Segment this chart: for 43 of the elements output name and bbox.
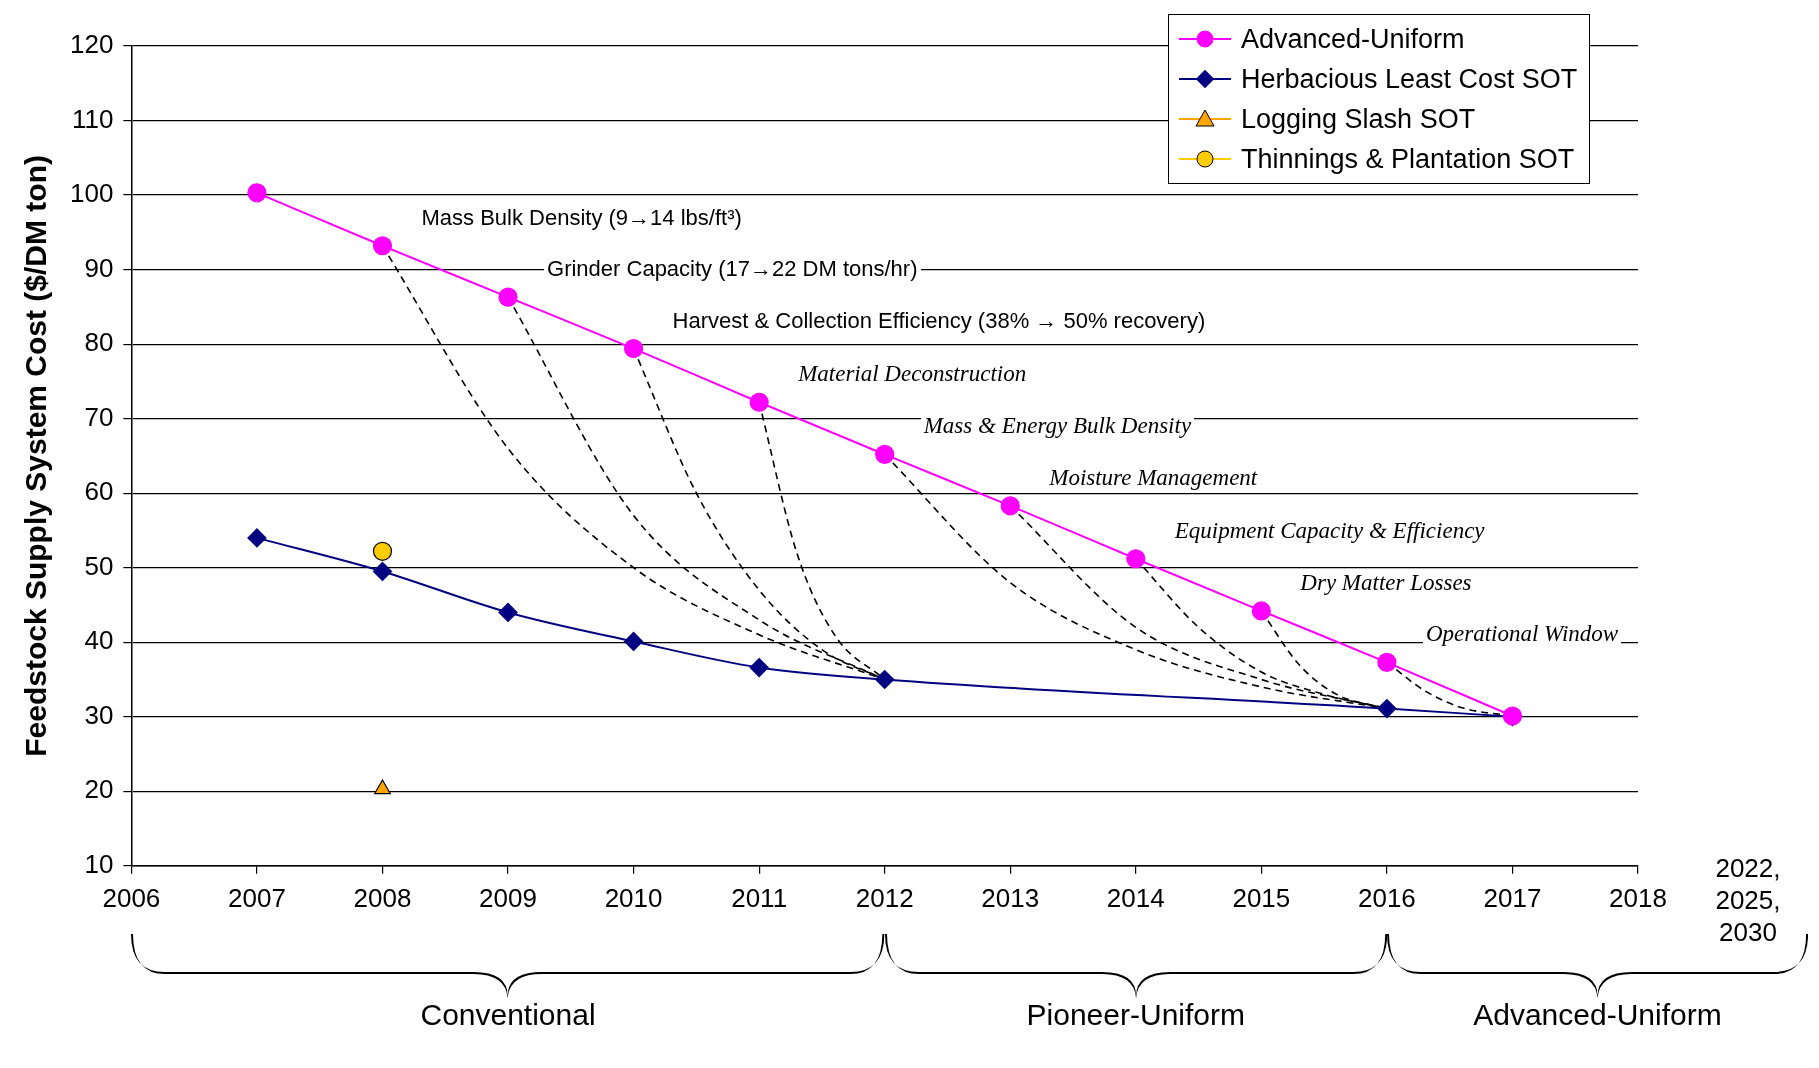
- x-tick-label: 2014: [1106, 882, 1165, 913]
- y-tick-label: 50: [84, 550, 114, 581]
- x-tick-label: 2015: [1232, 882, 1291, 913]
- text: Conventional: [420, 997, 596, 1032]
- x-tick-label: 2008: [353, 882, 412, 913]
- x-tick-label: 2017: [1483, 882, 1542, 913]
- annotation: Mass & Energy Bulk Density: [920, 413, 1195, 440]
- annotation: Dry Matter Losses: [1297, 569, 1475, 596]
- annotation: Equipment Capacity & Efficiency: [1171, 517, 1488, 544]
- y-tick-label: 90: [84, 252, 114, 283]
- x-tick-label: 2011: [731, 882, 788, 913]
- legend-label: Herbacious Least Cost SOT: [1241, 63, 1578, 95]
- annotation: Moisture Management: [1046, 464, 1261, 491]
- y-tick-label: 70: [84, 401, 114, 432]
- annotation: Harvest & Collection Efficiency (38% → 50% recovery): [669, 307, 1209, 334]
- x-tick-label: 2009: [479, 882, 537, 913]
- x-tick-label: 2016: [1357, 882, 1416, 913]
- x-tick-label: 2007: [228, 882, 286, 913]
- x-tick-label: 2012: [855, 882, 914, 913]
- x-tick-label: 2006: [102, 882, 161, 913]
- y-tick-label: 60: [84, 476, 114, 507]
- y-tick-label: 40: [84, 625, 114, 656]
- annotation: Mass Bulk Density (9→14 lbs/ft³): [418, 204, 745, 231]
- annotation: Material Deconstruction: [795, 361, 1030, 388]
- text: 2022, 2025, 2030: [1714, 851, 1782, 948]
- y-axis-title: Feedstock Supply System Cost ($/DM ton): [19, 155, 53, 757]
- y-tick-label: 10: [84, 848, 114, 879]
- y-tick-label: 80: [84, 327, 114, 358]
- text: Advanced-Uniform: [1473, 997, 1722, 1032]
- annotation: Operational Window: [1422, 621, 1622, 648]
- legend-label: Logging Slash SOT: [1241, 103, 1476, 135]
- x-tick-label: 2013: [981, 882, 1040, 913]
- x-tick-label: 2010: [604, 882, 663, 913]
- legend-label: Thinnings & Plantation SOT: [1241, 143, 1575, 175]
- y-tick-label: 110: [71, 103, 114, 134]
- annotation: Grinder Capacity (17→22 DM tons/hr): [544, 256, 921, 283]
- y-tick-label: 100: [69, 178, 114, 209]
- text: Pioneer-Uniform: [1026, 997, 1245, 1032]
- y-tick-label: 30: [84, 699, 114, 730]
- legend-label: Advanced-Uniform: [1241, 23, 1465, 55]
- y-tick-label: 20: [84, 774, 114, 805]
- y-tick-label: 120: [69, 29, 114, 60]
- x-tick-label: 2018: [1609, 882, 1667, 913]
